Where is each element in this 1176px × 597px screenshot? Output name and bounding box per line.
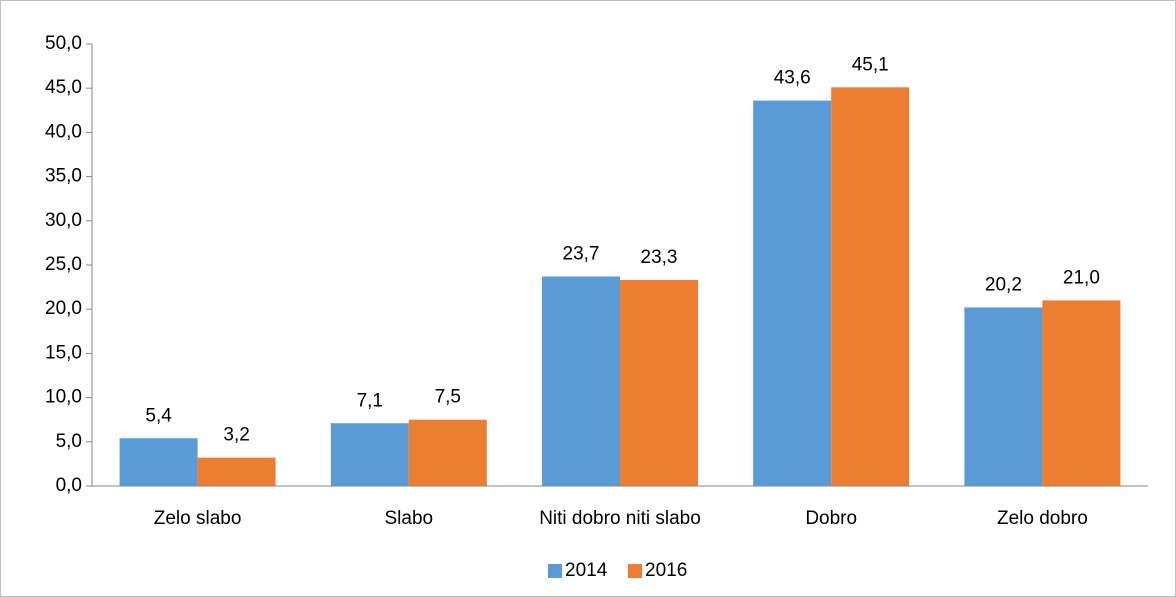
x-tick-label: Dobro — [805, 508, 857, 529]
data-label: 43,6 — [774, 68, 811, 89]
bar — [1042, 300, 1121, 486]
y-tick-label: 0,0 — [56, 475, 82, 496]
bar — [753, 100, 832, 487]
y-tick-label: 40,0 — [45, 121, 82, 142]
data-label: 21,0 — [1063, 267, 1100, 288]
bar — [197, 457, 276, 486]
y-tick-label: 5,0 — [56, 431, 82, 452]
bar — [119, 438, 198, 486]
legend-swatch — [548, 564, 562, 578]
bar — [620, 280, 698, 486]
y-tick-label: 35,0 — [45, 166, 82, 187]
data-label: 20,2 — [985, 274, 1022, 295]
y-tick-label: 30,0 — [45, 210, 82, 231]
y-tick-label: 25,0 — [45, 254, 82, 275]
y-tick-label: 20,0 — [45, 298, 82, 319]
bar — [542, 276, 620, 486]
data-label: 23,7 — [563, 244, 600, 265]
y-tick-label: 10,0 — [45, 387, 82, 408]
data-label: 7,1 — [357, 390, 383, 411]
legend-swatch — [628, 564, 642, 578]
bar — [408, 419, 487, 486]
y-tick-label: 50,0 — [45, 33, 82, 54]
data-label: 45,1 — [852, 54, 889, 75]
legend-label: 2016 — [645, 560, 687, 581]
bar — [964, 307, 1043, 486]
x-tick-label: Zelo slabo — [154, 508, 242, 529]
bar — [831, 87, 910, 486]
data-label: 3,2 — [223, 425, 249, 446]
y-tick-label: 15,0 — [45, 342, 82, 363]
bar — [330, 423, 409, 486]
x-tick-label: Slabo — [384, 508, 433, 529]
y-tick-label: 45,0 — [45, 77, 82, 98]
data-label: 23,3 — [641, 247, 678, 268]
data-label: 7,5 — [435, 387, 461, 408]
legend-label: 2014 — [565, 560, 608, 581]
x-tick-label: Zelo dobro — [997, 508, 1088, 529]
data-label: 5,4 — [145, 405, 172, 426]
x-tick-label: Niti dobro niti slabo — [539, 508, 701, 529]
